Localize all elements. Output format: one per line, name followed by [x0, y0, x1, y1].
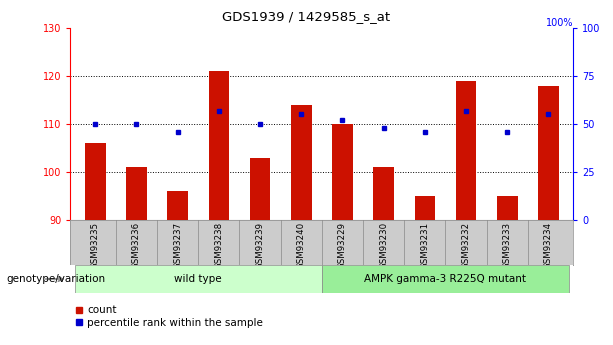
Text: GSM93233: GSM93233	[503, 222, 512, 269]
Bar	[85, 143, 105, 220]
Bar	[75, 265, 322, 293]
Text: GSM93234: GSM93234	[544, 222, 553, 269]
Text: GSM93231: GSM93231	[421, 222, 429, 269]
Bar	[249, 158, 270, 220]
Text: GSM93236: GSM93236	[132, 222, 141, 269]
Text: GSM93237: GSM93237	[173, 222, 182, 269]
Bar	[291, 105, 311, 220]
Bar	[414, 196, 435, 220]
Text: GSM93238: GSM93238	[215, 222, 223, 269]
Text: GSM93230: GSM93230	[379, 222, 388, 269]
Bar	[322, 265, 569, 293]
Text: 100%: 100%	[546, 18, 573, 28]
Text: GSM93240: GSM93240	[297, 222, 306, 269]
Text: GSM93235: GSM93235	[91, 222, 100, 269]
Text: wild type: wild type	[175, 274, 222, 284]
Text: GSM93229: GSM93229	[338, 222, 347, 269]
Bar	[455, 81, 476, 220]
Text: GDS1939 / 1429585_s_at: GDS1939 / 1429585_s_at	[223, 10, 390, 23]
Bar	[538, 86, 558, 220]
Bar	[497, 196, 517, 220]
Bar	[208, 71, 229, 220]
Text: genotype/variation: genotype/variation	[6, 274, 105, 284]
Bar	[167, 191, 188, 220]
Text: AMPK gamma-3 R225Q mutant: AMPK gamma-3 R225Q mutant	[365, 274, 527, 284]
Legend: count, percentile rank within the sample: count, percentile rank within the sample	[75, 305, 263, 328]
Bar	[332, 124, 352, 220]
Text: GSM93232: GSM93232	[462, 222, 471, 269]
Bar	[373, 167, 394, 220]
Text: GSM93239: GSM93239	[256, 222, 265, 269]
Bar	[126, 167, 147, 220]
